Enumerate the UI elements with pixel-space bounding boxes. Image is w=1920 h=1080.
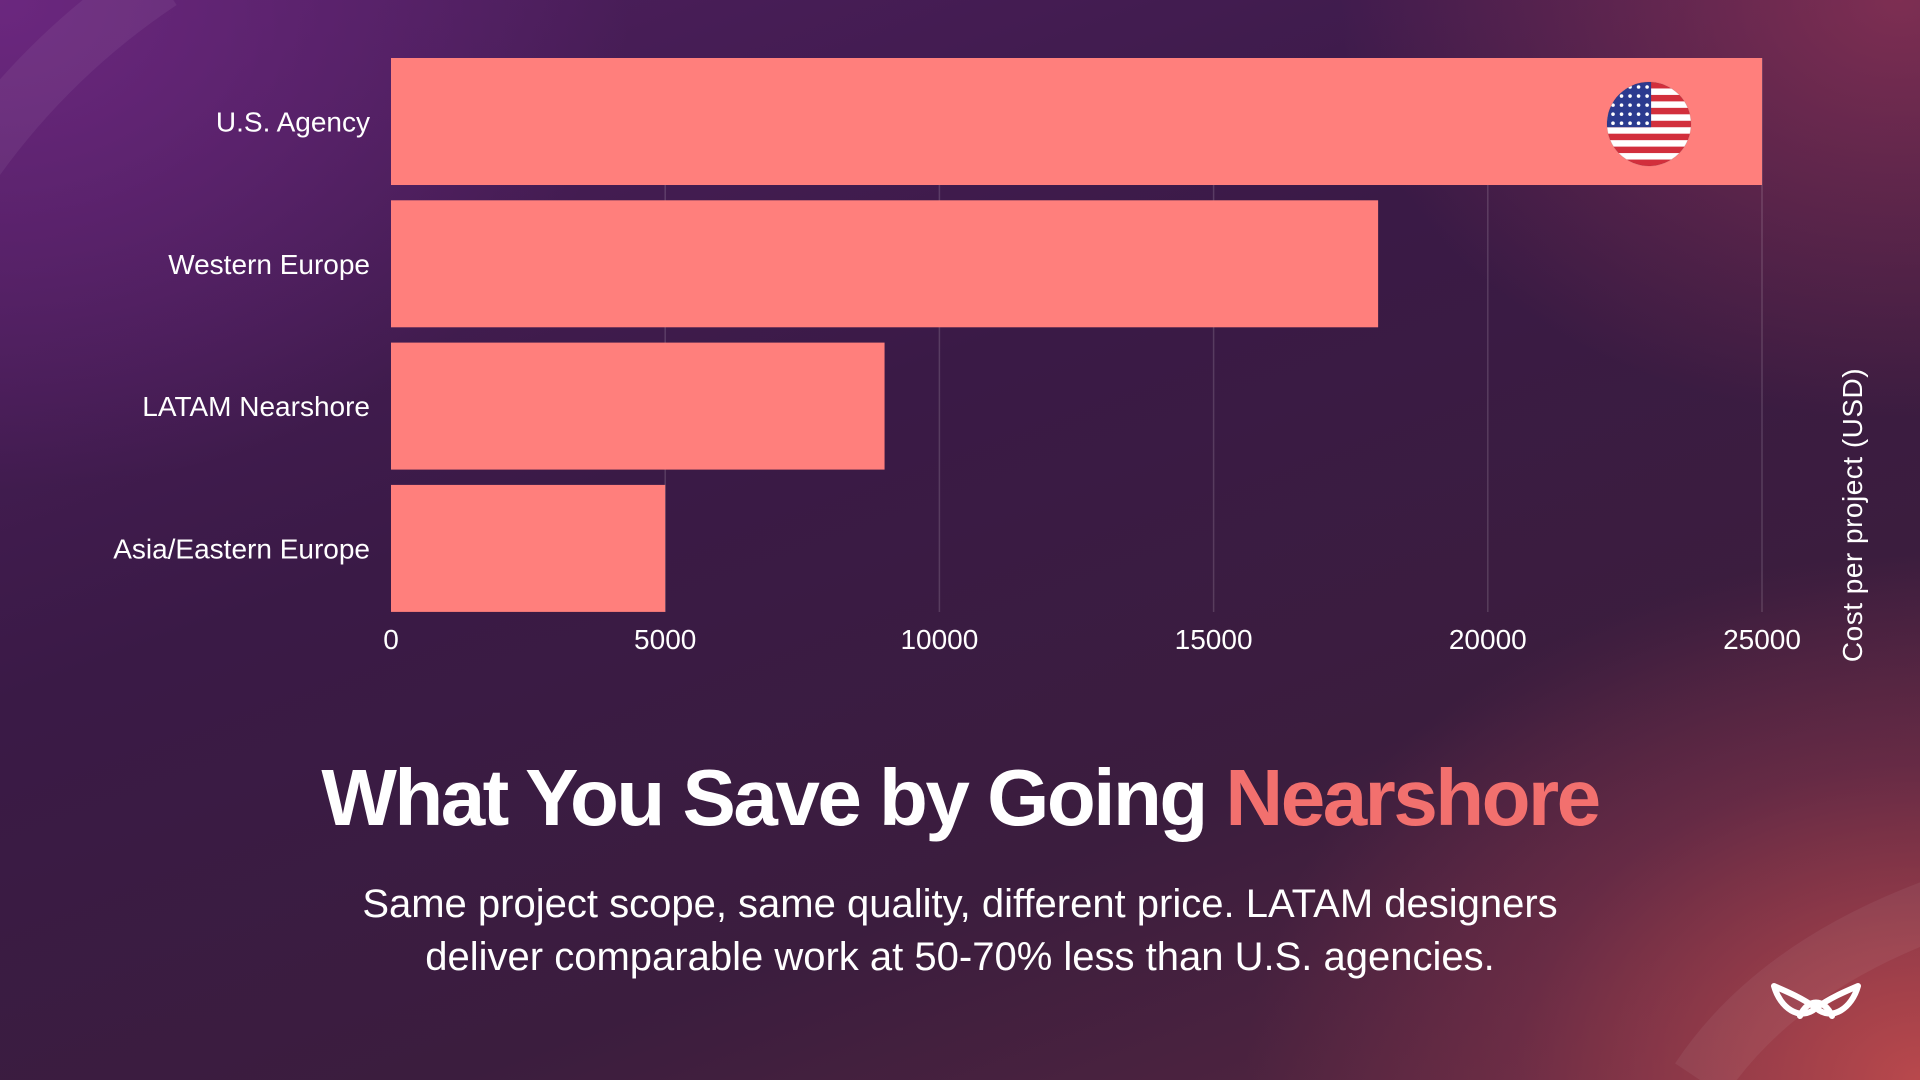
category-label: Asia/Eastern Europe	[113, 533, 370, 564]
bar-western-europe	[391, 200, 1379, 328]
x-tick-label: 20000	[1449, 624, 1527, 655]
category-label: U.S. Agency	[216, 107, 370, 138]
subtitle-line-2: deliver comparable work at 50-70% less t…	[425, 935, 1495, 979]
category-label: Western Europe	[168, 249, 370, 280]
category-labels: U.S. Agency Western Europe LATAM Nearshore…	[113, 107, 370, 565]
x-tick-label: 5000	[634, 624, 696, 655]
x-tick-labels: 0 5000 10000 15000 20000 25000	[383, 624, 1801, 655]
category-label: LATAM Nearshore	[142, 391, 370, 422]
x-tick-label: 10000	[900, 624, 978, 655]
subtitle-line-1: Same project scope, same quality, differ…	[362, 882, 1558, 926]
x-tick-label: 15000	[1175, 624, 1253, 655]
x-tick-label: 25000	[1723, 624, 1801, 655]
x-tick-label: 0	[383, 624, 399, 655]
bars	[391, 58, 1762, 612]
bar-chart: U.S. Agency Western Europe LATAM Nearshore…	[113, 58, 1868, 662]
title-main: What You Save by Going	[321, 753, 1226, 842]
subtitle: Same project scope, same quality, differ…	[0, 878, 1920, 984]
brand-logo-icon	[1771, 983, 1861, 1019]
bar-latam-nearshore	[391, 342, 885, 470]
bar-u-s-agency	[391, 58, 1762, 185]
axis-title: Cost per project (USD)	[1837, 368, 1868, 662]
us-flag-icon	[1606, 81, 1692, 167]
page-title: What You Save by Going Nearshore	[0, 752, 1920, 844]
bar-asia-eastern-europe	[391, 484, 666, 612]
title-accent: Nearshore	[1225, 753, 1601, 842]
